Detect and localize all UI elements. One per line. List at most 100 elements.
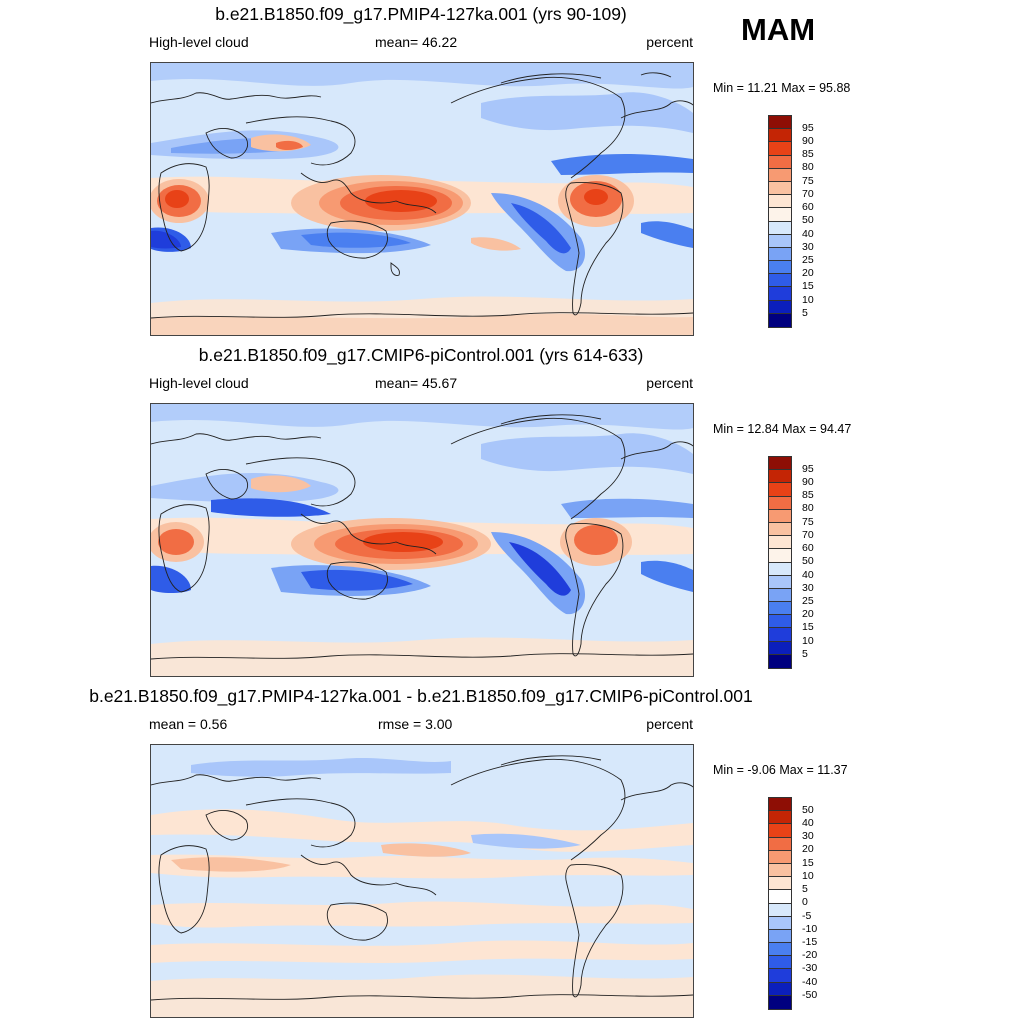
mean-label: mean = 0.56 <box>149 716 228 732</box>
panel-difference: b.e21.B1850.f09_g17.PMIP4-127ka.001 - b.… <box>0 682 1024 1023</box>
colorbar-tick-label: 20 <box>802 267 814 279</box>
variable-label: High-level cloud <box>149 375 249 391</box>
colorbar-tick-label: 5 <box>802 307 808 319</box>
colorbar-tick-label: 5 <box>802 883 808 895</box>
rmse-label: rmse = 3.00 <box>378 716 453 732</box>
cloud-map <box>150 403 694 677</box>
colorbar-swatch <box>769 602 791 616</box>
colorbar-tick-label: 30 <box>802 582 814 594</box>
panel-picontrol: b.e21.B1850.f09_g17.CMIP6-piControl.001 … <box>0 341 1024 682</box>
colorbar-tick-label: -40 <box>802 976 818 988</box>
variable-label: High-level cloud <box>149 34 249 50</box>
colorbar-tick-label: 90 <box>802 135 814 147</box>
units-label: percent <box>646 716 693 732</box>
colorbar-swatch <box>769 641 791 655</box>
colorbar-swatches <box>768 797 792 1010</box>
colorbar-swatch <box>769 654 791 668</box>
panel-title: b.e21.B1850.f09_g17.PMIP4-127ka.001 - b.… <box>89 686 753 706</box>
colorbar-swatch <box>769 221 791 235</box>
colorbar-swatch <box>769 142 791 156</box>
colorbar-swatches <box>768 115 792 328</box>
mean-label: mean= 46.22 <box>375 34 458 50</box>
colorbar-swatch <box>769 969 791 983</box>
cloud-map <box>150 62 694 336</box>
colorbar-swatch <box>769 509 791 523</box>
colorbar-swatch <box>769 261 791 275</box>
colorbar-swatch <box>769 483 791 497</box>
colorbar-swatch <box>769 956 791 970</box>
colorbar-swatch <box>769 995 791 1009</box>
colorbar-swatch <box>769 116 791 130</box>
colorbar-tick-label: 10 <box>802 635 814 647</box>
colorbar-swatch <box>769 798 791 812</box>
colorbar-swatch <box>769 890 791 904</box>
colorbar-swatch <box>769 562 791 576</box>
colorbar-tick-label: 90 <box>802 476 814 488</box>
colorbar-tick-label: 25 <box>802 595 814 607</box>
panel-127ka: b.e21.B1850.f09_g17.PMIP4-127ka.001 (yrs… <box>0 0 1024 341</box>
colorbar-swatch <box>769 877 791 891</box>
colorbar-tick-label: 40 <box>802 228 814 240</box>
colorbar-swatch <box>769 588 791 603</box>
colorbar-tick-label: -10 <box>802 923 818 935</box>
colorbar-swatch <box>769 457 791 471</box>
colorbar-tick-label: 75 <box>802 516 814 528</box>
colorbar-swatch <box>769 470 791 484</box>
colorbar-tick-label: 85 <box>802 489 814 501</box>
colorbar-tick-label: 50 <box>802 555 814 567</box>
colorbar-tick-label: -15 <box>802 936 818 948</box>
map-svg <box>151 745 693 1017</box>
min-max-label: Min = -9.06 Max = 11.37 <box>713 763 848 777</box>
units-label: percent <box>646 375 693 391</box>
colorbar-tick-label: 80 <box>802 502 814 514</box>
colorbar-tick-label: 10 <box>802 870 814 882</box>
colorbar-tick-label: 30 <box>802 241 814 253</box>
colorbar: 95 90 85 80 75 70 60 50 40 30 25 20 15 1… <box>768 115 814 328</box>
colorbar-swatch <box>769 287 791 301</box>
colorbar-swatch <box>769 522 791 537</box>
colorbar-tick-label: 15 <box>802 857 814 869</box>
colorbar-tick-label: 85 <box>802 148 814 160</box>
colorbar-swatch <box>769 536 791 550</box>
colorbar-swatch <box>769 615 791 629</box>
colorbar-tick-label: 95 <box>802 463 814 475</box>
colorbar-tick-label: -30 <box>802 962 818 974</box>
colorbar-tick-label: 60 <box>802 542 814 554</box>
colorbar-tick-label: 80 <box>802 161 814 173</box>
colorbar-tick-label: 20 <box>802 608 814 620</box>
min-max-label: Min = 12.84 Max = 94.47 <box>713 422 852 436</box>
colorbar-swatch <box>769 549 791 563</box>
colorbar-tick-label: -50 <box>802 989 818 1001</box>
colorbar-tick-label: 25 <box>802 254 814 266</box>
colorbar-tick-label: 70 <box>802 188 814 200</box>
colorbar: 50 40 30 20 15 10 5 0 -5 -10 -15 -20 -30… <box>768 797 817 1010</box>
colorbar-swatch <box>769 837 791 851</box>
colorbar-tick-label: 0 <box>802 896 808 908</box>
colorbar-tick-label: 70 <box>802 529 814 541</box>
panel-title: b.e21.B1850.f09_g17.CMIP6-piControl.001 … <box>198 345 644 365</box>
colorbar-swatches <box>768 456 792 669</box>
colorbar-swatch <box>769 811 791 825</box>
colorbar-swatch <box>769 208 791 222</box>
colorbar-swatch <box>769 982 791 996</box>
season-label: MAM <box>741 12 816 47</box>
colorbar-swatch <box>769 575 791 589</box>
colorbar-swatch <box>769 168 791 182</box>
colorbar-swatch <box>769 824 791 838</box>
colorbar-tick-label: 95 <box>802 122 814 134</box>
colorbar-swatch <box>769 129 791 143</box>
colorbar-swatch <box>769 247 791 262</box>
map-svg <box>151 63 693 335</box>
colorbar-swatch <box>769 181 791 196</box>
colorbar-swatch <box>769 863 791 878</box>
difference-map <box>150 744 694 1018</box>
colorbar-swatch <box>769 195 791 209</box>
colorbar-swatch <box>769 929 791 944</box>
colorbar-swatch <box>769 943 791 957</box>
colorbar-swatch <box>769 313 791 327</box>
colorbar-tick-label: -5 <box>802 910 812 922</box>
colorbar-tick-label: 50 <box>802 214 814 226</box>
panel-title: b.e21.B1850.f09_g17.PMIP4-127ka.001 (yrs… <box>215 4 627 24</box>
colorbar-tick-label: 75 <box>802 175 814 187</box>
colorbar-swatch <box>769 300 791 314</box>
